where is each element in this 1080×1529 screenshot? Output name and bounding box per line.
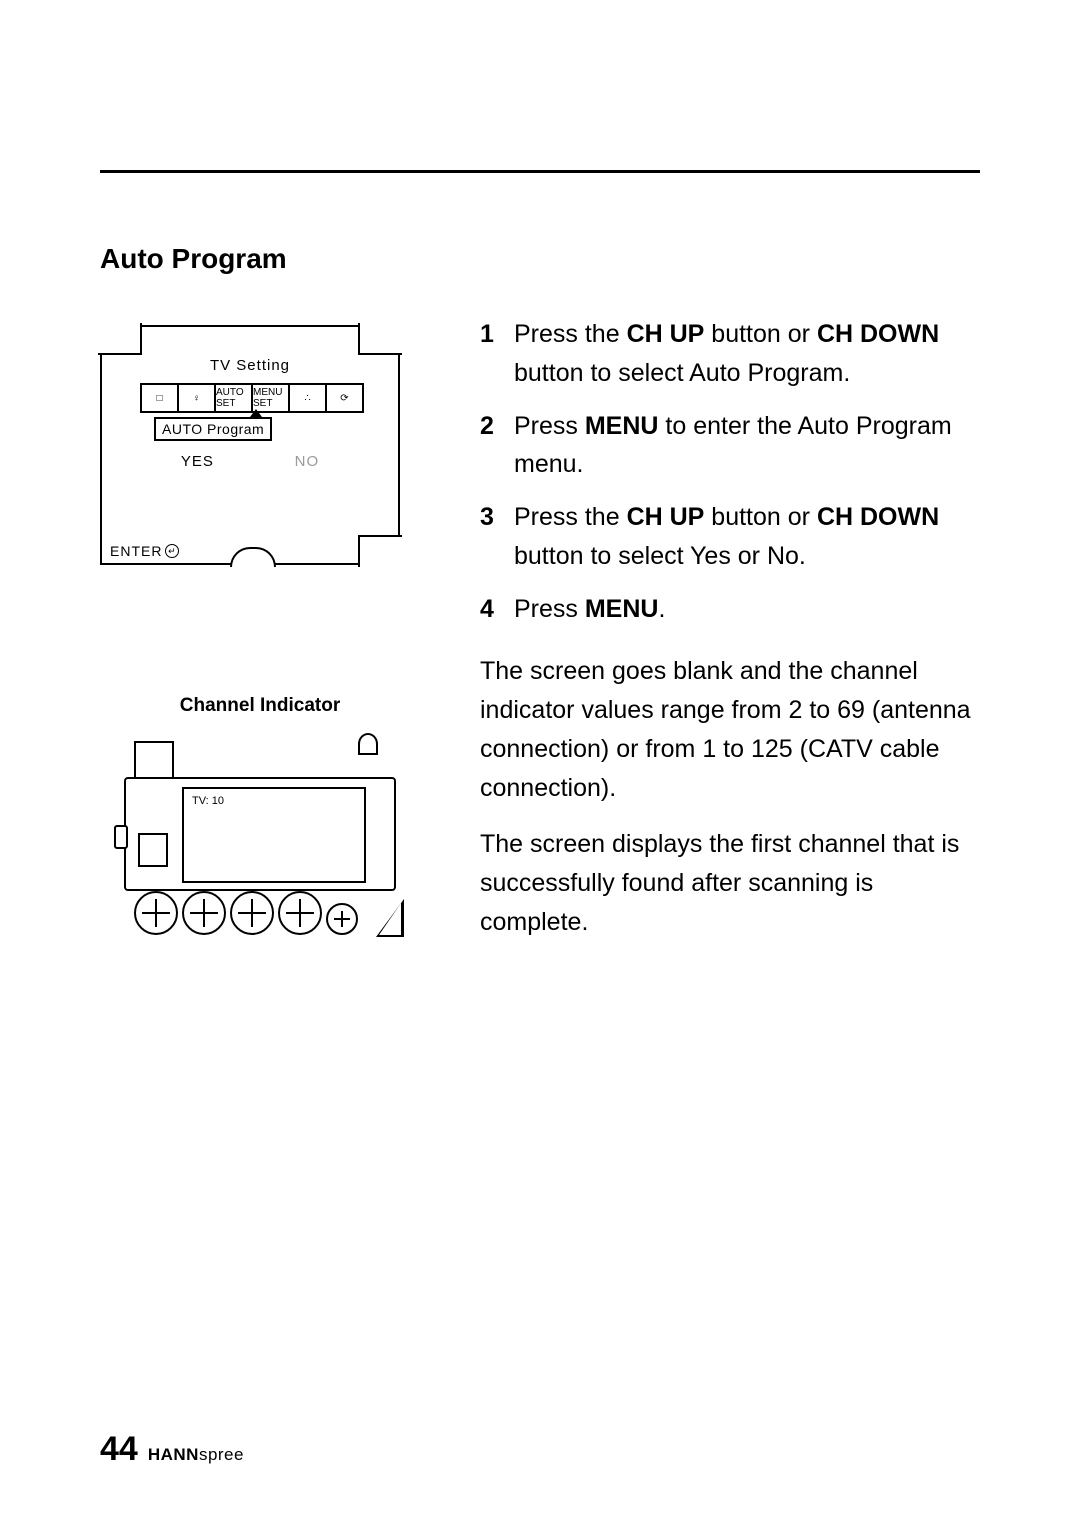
paragraph: The screen displays the first channel th… xyxy=(480,825,980,941)
channel-indicator-label: Channel Indicator xyxy=(100,695,420,717)
step-bold: CH UP xyxy=(627,320,705,348)
wheel-icon xyxy=(134,891,178,935)
osd-corner-cut xyxy=(358,535,402,567)
osd-no: NO xyxy=(295,453,320,470)
train-bell-icon xyxy=(358,733,378,755)
wheel-icon xyxy=(326,903,358,935)
step-bold: CH DOWN xyxy=(817,503,939,531)
train-panel xyxy=(138,833,168,867)
step-text: button to select Yes or No. xyxy=(514,542,806,570)
step-bold: MENU xyxy=(585,595,659,623)
tv-channel-text: TV: 10 xyxy=(192,795,224,807)
osd-diagram: TV Setting □ ♀ AUTO SET MENU SET ∴ ⟳ AUT… xyxy=(100,325,400,565)
step-text: button to select Auto Program. xyxy=(514,359,850,387)
step-text: button or xyxy=(704,503,817,531)
steps-list: 1 Press the CH UP button or CH DOWN butt… xyxy=(480,315,980,628)
columns: TV Setting □ ♀ AUTO SET MENU SET ∴ ⟳ AUT… xyxy=(100,315,980,960)
osd-yes: YES xyxy=(181,453,214,470)
brand-light: spree xyxy=(199,1445,244,1464)
step-item: 3 Press the CH UP button or CH DOWN butt… xyxy=(480,498,980,576)
train-wheels xyxy=(134,893,394,935)
page-number: 44 xyxy=(100,1430,138,1469)
osd-icon: MENU SET xyxy=(253,385,290,411)
step-text: Press xyxy=(514,412,585,440)
step-number: 2 xyxy=(480,407,514,485)
step-number: 1 xyxy=(480,315,514,393)
step-number: 4 xyxy=(480,590,514,629)
cowcatcher-inner xyxy=(379,903,401,935)
train-knob xyxy=(114,825,128,849)
wheel-icon xyxy=(182,891,226,935)
step-item: 2 Press MENU to enter the Auto Program m… xyxy=(480,407,980,485)
train-tv-figure: TV: 10 xyxy=(120,737,400,937)
right-column: 1 Press the CH UP button or CH DOWN butt… xyxy=(480,315,980,960)
wheel-icon xyxy=(278,891,322,935)
osd-icon: ⟳ xyxy=(327,385,362,411)
paragraph: The screen goes blank and the channel in… xyxy=(480,652,980,807)
brand-logo: HANNspree xyxy=(148,1445,244,1465)
brand-bold: HANN xyxy=(148,1445,199,1464)
osd-enter-label: ENTER ↵ xyxy=(110,543,179,559)
step-bold: CH DOWN xyxy=(817,320,939,348)
page: Auto Program TV Setting □ ♀ AUTO SET MEN… xyxy=(0,0,1080,1529)
osd-title: TV Setting xyxy=(100,357,400,374)
left-column: TV Setting □ ♀ AUTO SET MENU SET ∴ ⟳ AUT… xyxy=(100,315,420,960)
osd-icon: ∴ xyxy=(290,385,327,411)
step-item: 4 Press MENU. xyxy=(480,590,980,629)
osd-selected-item: AUTO Program xyxy=(154,417,272,441)
osd-arrow-icon xyxy=(250,409,262,417)
osd-corner-cut xyxy=(98,323,142,355)
enter-icon: ↵ xyxy=(165,544,179,558)
wheel-icon xyxy=(230,891,274,935)
train-cab xyxy=(134,741,174,779)
osd-yes-no-row: YES NO xyxy=(100,453,400,470)
osd-icon: AUTO SET xyxy=(216,385,253,411)
step-body: Press MENU to enter the Auto Program men… xyxy=(514,407,980,485)
step-text: Press the xyxy=(514,503,627,531)
osd-corner-cut xyxy=(358,323,402,355)
step-text: button or xyxy=(704,320,817,348)
osd-enter-text: ENTER xyxy=(110,543,162,559)
step-text: . xyxy=(658,595,665,623)
top-rule xyxy=(100,170,980,173)
step-body: Press the CH UP button or CH DOWN button… xyxy=(514,315,980,393)
osd-icon: ♀ xyxy=(179,385,216,411)
step-bold: MENU xyxy=(585,412,659,440)
osd-icon: □ xyxy=(142,385,179,411)
step-text: Press xyxy=(514,595,585,623)
step-number: 3 xyxy=(480,498,514,576)
section-title: Auto Program xyxy=(100,243,980,275)
step-body: Press MENU. xyxy=(514,590,980,629)
step-bold: CH UP xyxy=(627,503,705,531)
footer: 44 HANNspree xyxy=(100,1430,244,1469)
step-text: Press the xyxy=(514,320,627,348)
step-item: 1 Press the CH UP button or CH DOWN butt… xyxy=(480,315,980,393)
step-body: Press the CH UP button or CH DOWN button… xyxy=(514,498,980,576)
